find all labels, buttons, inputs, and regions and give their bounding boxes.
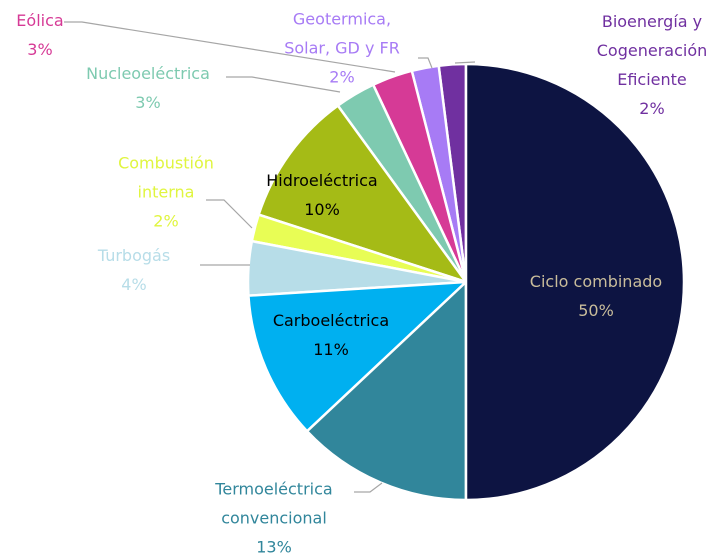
leader-line [418,57,433,69]
slice-label: Hidroeléctrica 10% [247,166,397,224]
slice-label: Ciclo combinado 50% [496,267,696,325]
category-name: Turbogás [97,246,171,265]
category-name: Hidroeléctrica [266,171,378,190]
category-name: Bioenergía y Cogeneración Eficiente [596,12,708,89]
percent-label: 10% [304,200,340,219]
category-name: Geotermica, Solar, GD y FR [284,9,400,58]
category-name: Combustión interna [118,153,214,202]
percent-label: 50% [578,301,614,320]
percent-label: 4% [121,275,147,294]
slice-label: Geotermica, Solar, GD y FR 2% [275,5,410,92]
leader-line [354,482,383,493]
percent-label: 2% [153,211,179,231]
slice-label: Turbogás 4% [79,241,189,299]
pie-slice [257,103,470,285]
leader-line [206,199,253,229]
percent-label: 11% [313,340,349,359]
category-name: Ciclo combinado [529,272,663,291]
category-name: Eólica [16,11,64,30]
category-name: Nucleoeléctrica [86,64,210,83]
pie-slice [247,280,470,433]
pie-slice [305,279,468,502]
slice-label: Termoeléctrica convencional 13% [189,475,359,554]
leader-line [454,61,476,64]
slice-label: Carboeléctrica 11% [256,306,406,364]
percent-label: 2% [329,67,355,87]
category-name: Carboeléctrica [272,311,390,330]
leader-line [64,21,396,73]
percent-label: 3% [135,93,161,112]
slice-label: Combustión interna 2% [111,149,221,236]
percent-label: 13% [256,537,292,554]
percent-label: 3% [27,40,53,59]
slice-label: Bioenergía y Cogeneración Eficiente 2% [585,7,720,123]
leader-line [226,76,341,93]
leader-lines [64,21,476,493]
category-name: Termoeléctrica convencional [215,479,333,528]
slice-label: Nucleoeléctrica 3% [68,59,228,117]
percent-label: 2% [639,99,665,118]
slice-label: Eólica 3% [0,6,80,64]
pie-slice [464,62,686,502]
